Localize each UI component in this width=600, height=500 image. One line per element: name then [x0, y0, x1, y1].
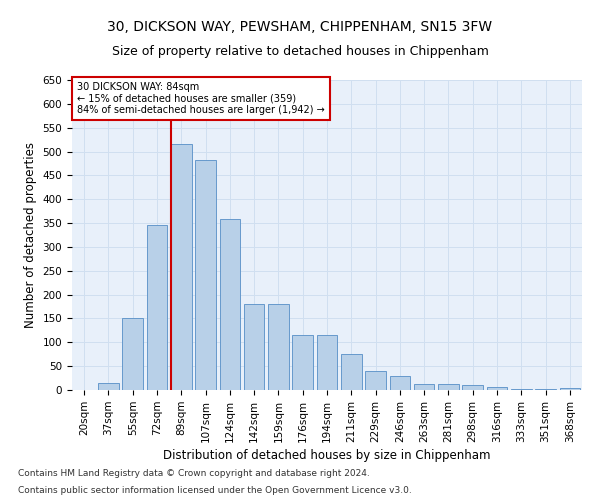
Bar [171, 144, 191, 390]
Y-axis label: Number of detached properties: Number of detached properties [24, 142, 37, 328]
Bar [511, 388, 532, 390]
Bar [341, 354, 362, 390]
Bar [535, 388, 556, 390]
Bar [389, 376, 410, 390]
Text: Size of property relative to detached houses in Chippenham: Size of property relative to detached ho… [112, 45, 488, 58]
Bar [463, 385, 483, 390]
Bar [438, 384, 459, 390]
Bar [414, 384, 434, 390]
Bar [268, 304, 289, 390]
Bar [365, 371, 386, 390]
Bar [195, 160, 216, 390]
Bar [98, 383, 119, 390]
Text: Contains public sector information licensed under the Open Government Licence v3: Contains public sector information licen… [18, 486, 412, 495]
Bar [317, 334, 337, 390]
Bar [560, 388, 580, 390]
Bar [146, 224, 167, 390]
X-axis label: Distribution of detached houses by size in Chippenham: Distribution of detached houses by size … [163, 449, 491, 462]
Text: Contains HM Land Registry data © Crown copyright and database right 2024.: Contains HM Land Registry data © Crown c… [18, 468, 370, 477]
Bar [292, 334, 313, 390]
Bar [244, 304, 265, 390]
Text: 30 DICKSON WAY: 84sqm
← 15% of detached houses are smaller (359)
84% of semi-det: 30 DICKSON WAY: 84sqm ← 15% of detached … [77, 82, 325, 115]
Text: 30, DICKSON WAY, PEWSHAM, CHIPPENHAM, SN15 3FW: 30, DICKSON WAY, PEWSHAM, CHIPPENHAM, SN… [107, 20, 493, 34]
Bar [487, 386, 508, 390]
Bar [220, 220, 240, 390]
Bar [122, 318, 143, 390]
